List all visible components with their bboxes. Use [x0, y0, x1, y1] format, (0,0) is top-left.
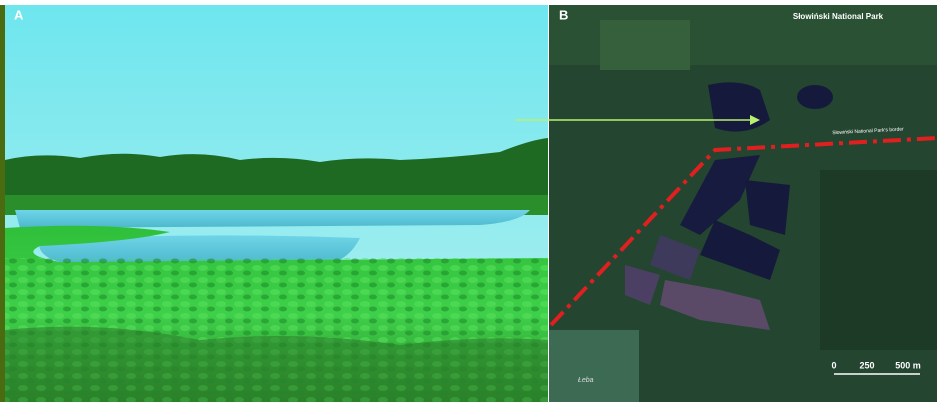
scale-label: 250 [859, 360, 874, 370]
edge [0, 5, 5, 402]
pond [700, 220, 780, 280]
park-border [549, 136, 937, 327]
peat-field [660, 280, 770, 330]
photo-panel: A [0, 5, 548, 402]
pond [680, 155, 760, 235]
forest [820, 170, 937, 350]
border-label: Słowiński National Park's border [832, 126, 904, 136]
panel-label: B [559, 7, 568, 22]
place-label: Łeba [578, 377, 594, 384]
peat-field [625, 265, 660, 305]
panel-label: A [14, 7, 24, 22]
scale-label: 0 [831, 360, 836, 370]
grass [5, 326, 548, 402]
town [549, 330, 639, 402]
field [600, 20, 690, 70]
pond [745, 180, 790, 235]
water [15, 210, 530, 228]
water [39, 235, 361, 264]
treeline [5, 138, 548, 205]
map-panel: B Słowiński National Park Słowiński Nati… [515, 5, 937, 402]
scale-label: 500 m [895, 360, 921, 370]
arrow-head [750, 115, 760, 125]
pond [797, 85, 833, 109]
peat-field [650, 235, 700, 280]
map-title: Słowiński National Park [793, 12, 884, 21]
